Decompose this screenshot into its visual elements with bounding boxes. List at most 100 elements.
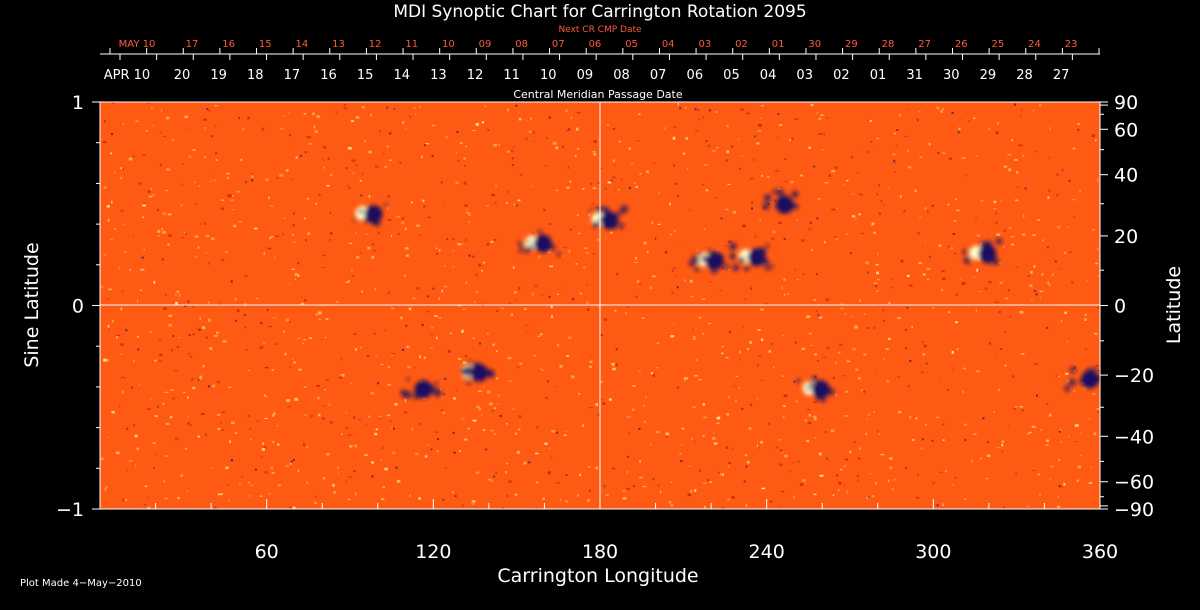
texture-speck <box>818 316 823 319</box>
texture-speck <box>208 261 210 265</box>
texture-speck <box>391 235 393 238</box>
texture-speck <box>516 366 521 369</box>
texture-speck <box>483 261 486 264</box>
texture-speck <box>182 163 184 165</box>
texture-speck <box>841 375 845 377</box>
texture-speck <box>318 318 321 320</box>
texture-speck <box>192 305 194 308</box>
texture-speck <box>325 379 329 381</box>
texture-speck-dark <box>131 386 133 389</box>
active-region-plage <box>369 215 376 222</box>
texture-speck <box>739 350 741 354</box>
texture-speck <box>904 135 909 138</box>
texture-speck <box>152 442 157 445</box>
texture-speck <box>600 398 604 401</box>
texture-speck <box>696 249 698 251</box>
texture-speck-dark <box>386 106 388 109</box>
texture-speck-dark <box>421 323 424 326</box>
texture-speck <box>200 223 202 225</box>
texture-speck <box>121 290 124 292</box>
texture-speck-dark <box>826 457 829 460</box>
active-region-plage <box>517 241 523 246</box>
cmp-date-label: 05 <box>723 68 740 83</box>
texture-speck <box>371 461 374 464</box>
texture-speck <box>463 157 466 160</box>
texture-speck-dark <box>753 135 756 138</box>
texture-speck <box>628 432 631 434</box>
texture-speck <box>186 490 189 492</box>
texture-speck <box>350 382 353 385</box>
texture-speck <box>275 342 279 345</box>
texture-speck <box>1056 225 1061 229</box>
texture-speck <box>284 352 287 356</box>
texture-speck <box>490 480 494 482</box>
texture-speck-dark <box>452 431 455 434</box>
texture-speck <box>814 437 816 439</box>
texture-speck <box>801 239 805 242</box>
texture-speck-dark <box>247 117 250 120</box>
texture-speck <box>1003 229 1006 232</box>
texture-speck <box>919 156 923 159</box>
texture-speck-dark <box>260 322 263 325</box>
texture-speck-dark <box>951 112 954 114</box>
texture-speck <box>834 166 838 169</box>
texture-speck <box>114 228 116 230</box>
texture-speck <box>1088 417 1090 420</box>
texture-speck <box>953 220 957 222</box>
texture-speck <box>386 145 389 148</box>
active-region-plage <box>616 211 622 216</box>
texture-speck <box>493 143 497 147</box>
texture-speck <box>555 189 559 192</box>
texture-speck <box>216 331 219 335</box>
texture-speck <box>1097 275 1100 277</box>
texture-speck <box>679 246 681 248</box>
texture-speck <box>610 231 613 234</box>
texture-speck <box>531 292 534 296</box>
texture-speck <box>202 365 205 368</box>
texture-speck-dark <box>371 475 374 478</box>
texture-speck-dark <box>432 287 435 290</box>
texture-speck <box>728 461 732 464</box>
texture-speck <box>213 506 217 509</box>
texture-speck <box>956 348 959 351</box>
active-region-plage <box>467 360 472 365</box>
texture-speck <box>535 452 539 455</box>
texture-speck <box>713 442 718 445</box>
texture-speck <box>609 180 614 182</box>
texture-speck <box>230 199 234 201</box>
texture-speck <box>638 476 643 479</box>
texture-speck-dark <box>511 163 514 166</box>
texture-speck <box>984 287 988 290</box>
cmp-date-label: 06 <box>687 68 704 83</box>
texture-speck <box>349 447 352 449</box>
texture-speck-dark <box>813 165 816 168</box>
active-region-plage <box>698 252 702 256</box>
next-date-label: 14 <box>296 39 309 50</box>
texture-speck <box>781 375 784 377</box>
texture-speck <box>229 440 231 444</box>
texture-speck <box>940 423 942 426</box>
texture-speck <box>772 230 776 234</box>
texture-speck-dark <box>456 130 459 133</box>
texture-speck <box>995 131 999 135</box>
texture-speck-dark <box>454 495 457 498</box>
texture-speck <box>251 175 254 178</box>
active-region-plage <box>606 225 610 229</box>
texture-speck <box>193 181 196 184</box>
next-date-label: 05 <box>625 39 638 50</box>
texture-speck <box>784 293 786 296</box>
texture-speck <box>1073 390 1076 392</box>
texture-speck <box>476 405 480 408</box>
texture-speck <box>421 155 423 159</box>
texture-speck <box>808 332 812 335</box>
texture-speck <box>961 156 966 159</box>
texture-speck <box>380 364 384 365</box>
texture-speck-dark <box>157 209 159 212</box>
texture-speck <box>133 359 135 363</box>
active-region-plage <box>779 199 783 203</box>
texture-speck <box>204 221 206 225</box>
next-date-label: 29 <box>845 39 858 50</box>
texture-speck <box>738 386 741 389</box>
texture-speck <box>1001 440 1005 443</box>
texture-speck <box>285 169 289 172</box>
